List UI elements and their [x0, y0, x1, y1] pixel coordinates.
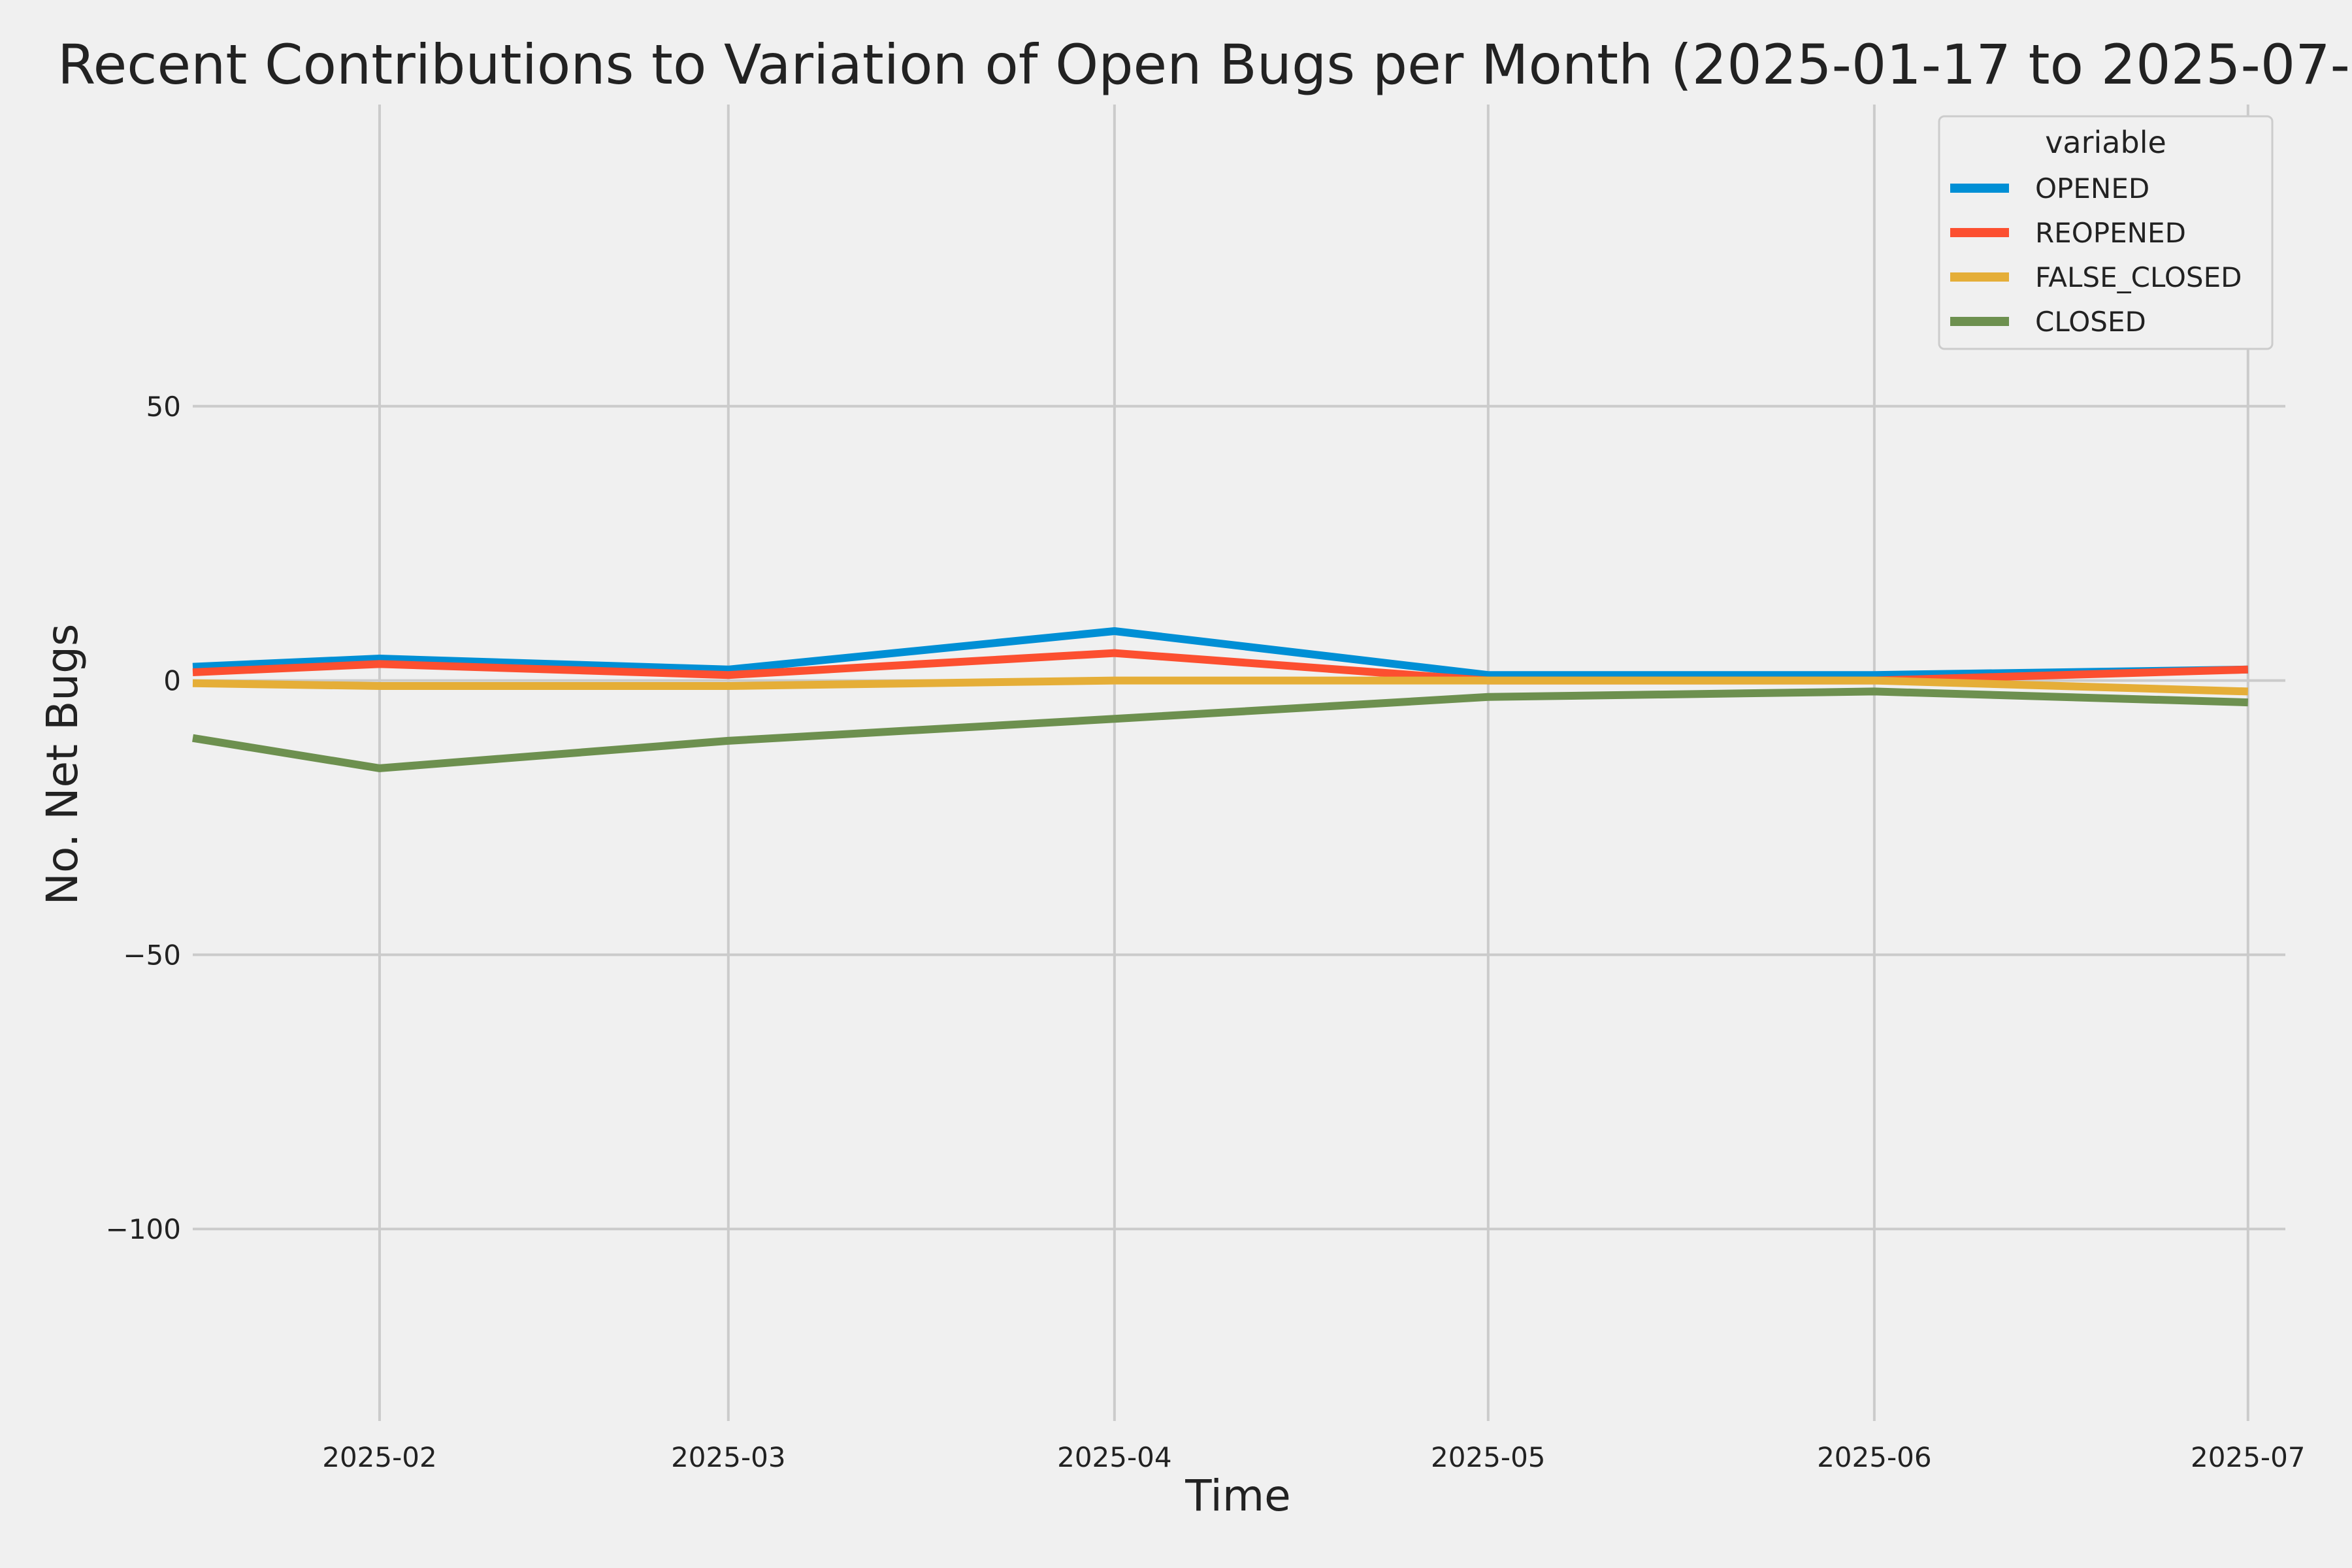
- x-tick-label: 2025-02: [322, 1441, 437, 1473]
- y-axis-title: No. Net Bugs: [37, 624, 88, 906]
- legend-frame: [1938, 115, 2274, 350]
- series-line-false-closed: [192, 676, 2248, 696]
- y-tick-label: 0: [163, 665, 181, 697]
- x-tick-label: 2025-04: [1057, 1441, 1172, 1473]
- legend-title: variable: [2045, 125, 2166, 160]
- legend: variable OPENED REOPENED FALSE_CLOSED CLOSE…: [1938, 115, 2274, 350]
- x-tick-label: 2025-06: [1817, 1441, 1932, 1473]
- legend-items: OPENED REOPENED FALSE_CLOSED CLOSED: [1950, 172, 2242, 338]
- legend-label: CLOSED: [2035, 306, 2146, 338]
- series-line-closed: [192, 687, 2248, 772]
- x-gridlines: [378, 105, 2249, 1421]
- series-lines: [192, 627, 2248, 772]
- x-tick-labels: 2025-02 2025-03 2025-04 2025-05 2025-06 2025-…: [322, 1441, 2305, 1473]
- x-axis-title: Time: [1184, 1471, 1291, 1521]
- legend-label: REOPENED: [2035, 217, 2186, 249]
- y-tick-label: 50: [146, 391, 181, 423]
- x-tick-label: 2025-07: [2191, 1441, 2306, 1473]
- x-tick-label: 2025-03: [671, 1441, 786, 1473]
- x-tick-label: 2025-05: [1431, 1441, 1546, 1473]
- y-gridlines: [193, 404, 2285, 1231]
- y-tick-label: −100: [106, 1213, 181, 1245]
- series-line-reopened: [192, 649, 2248, 685]
- legend-label: FALSE_CLOSED: [2035, 261, 2242, 293]
- series-line-opened: [192, 627, 2248, 679]
- legend-label: OPENED: [2035, 172, 2149, 204]
- chart-title: Recent Contributions to Variation of Ope…: [57, 33, 2352, 97]
- y-tick-labels: 50 0 −50 −100: [106, 391, 181, 1245]
- y-tick-label: −50: [123, 939, 181, 971]
